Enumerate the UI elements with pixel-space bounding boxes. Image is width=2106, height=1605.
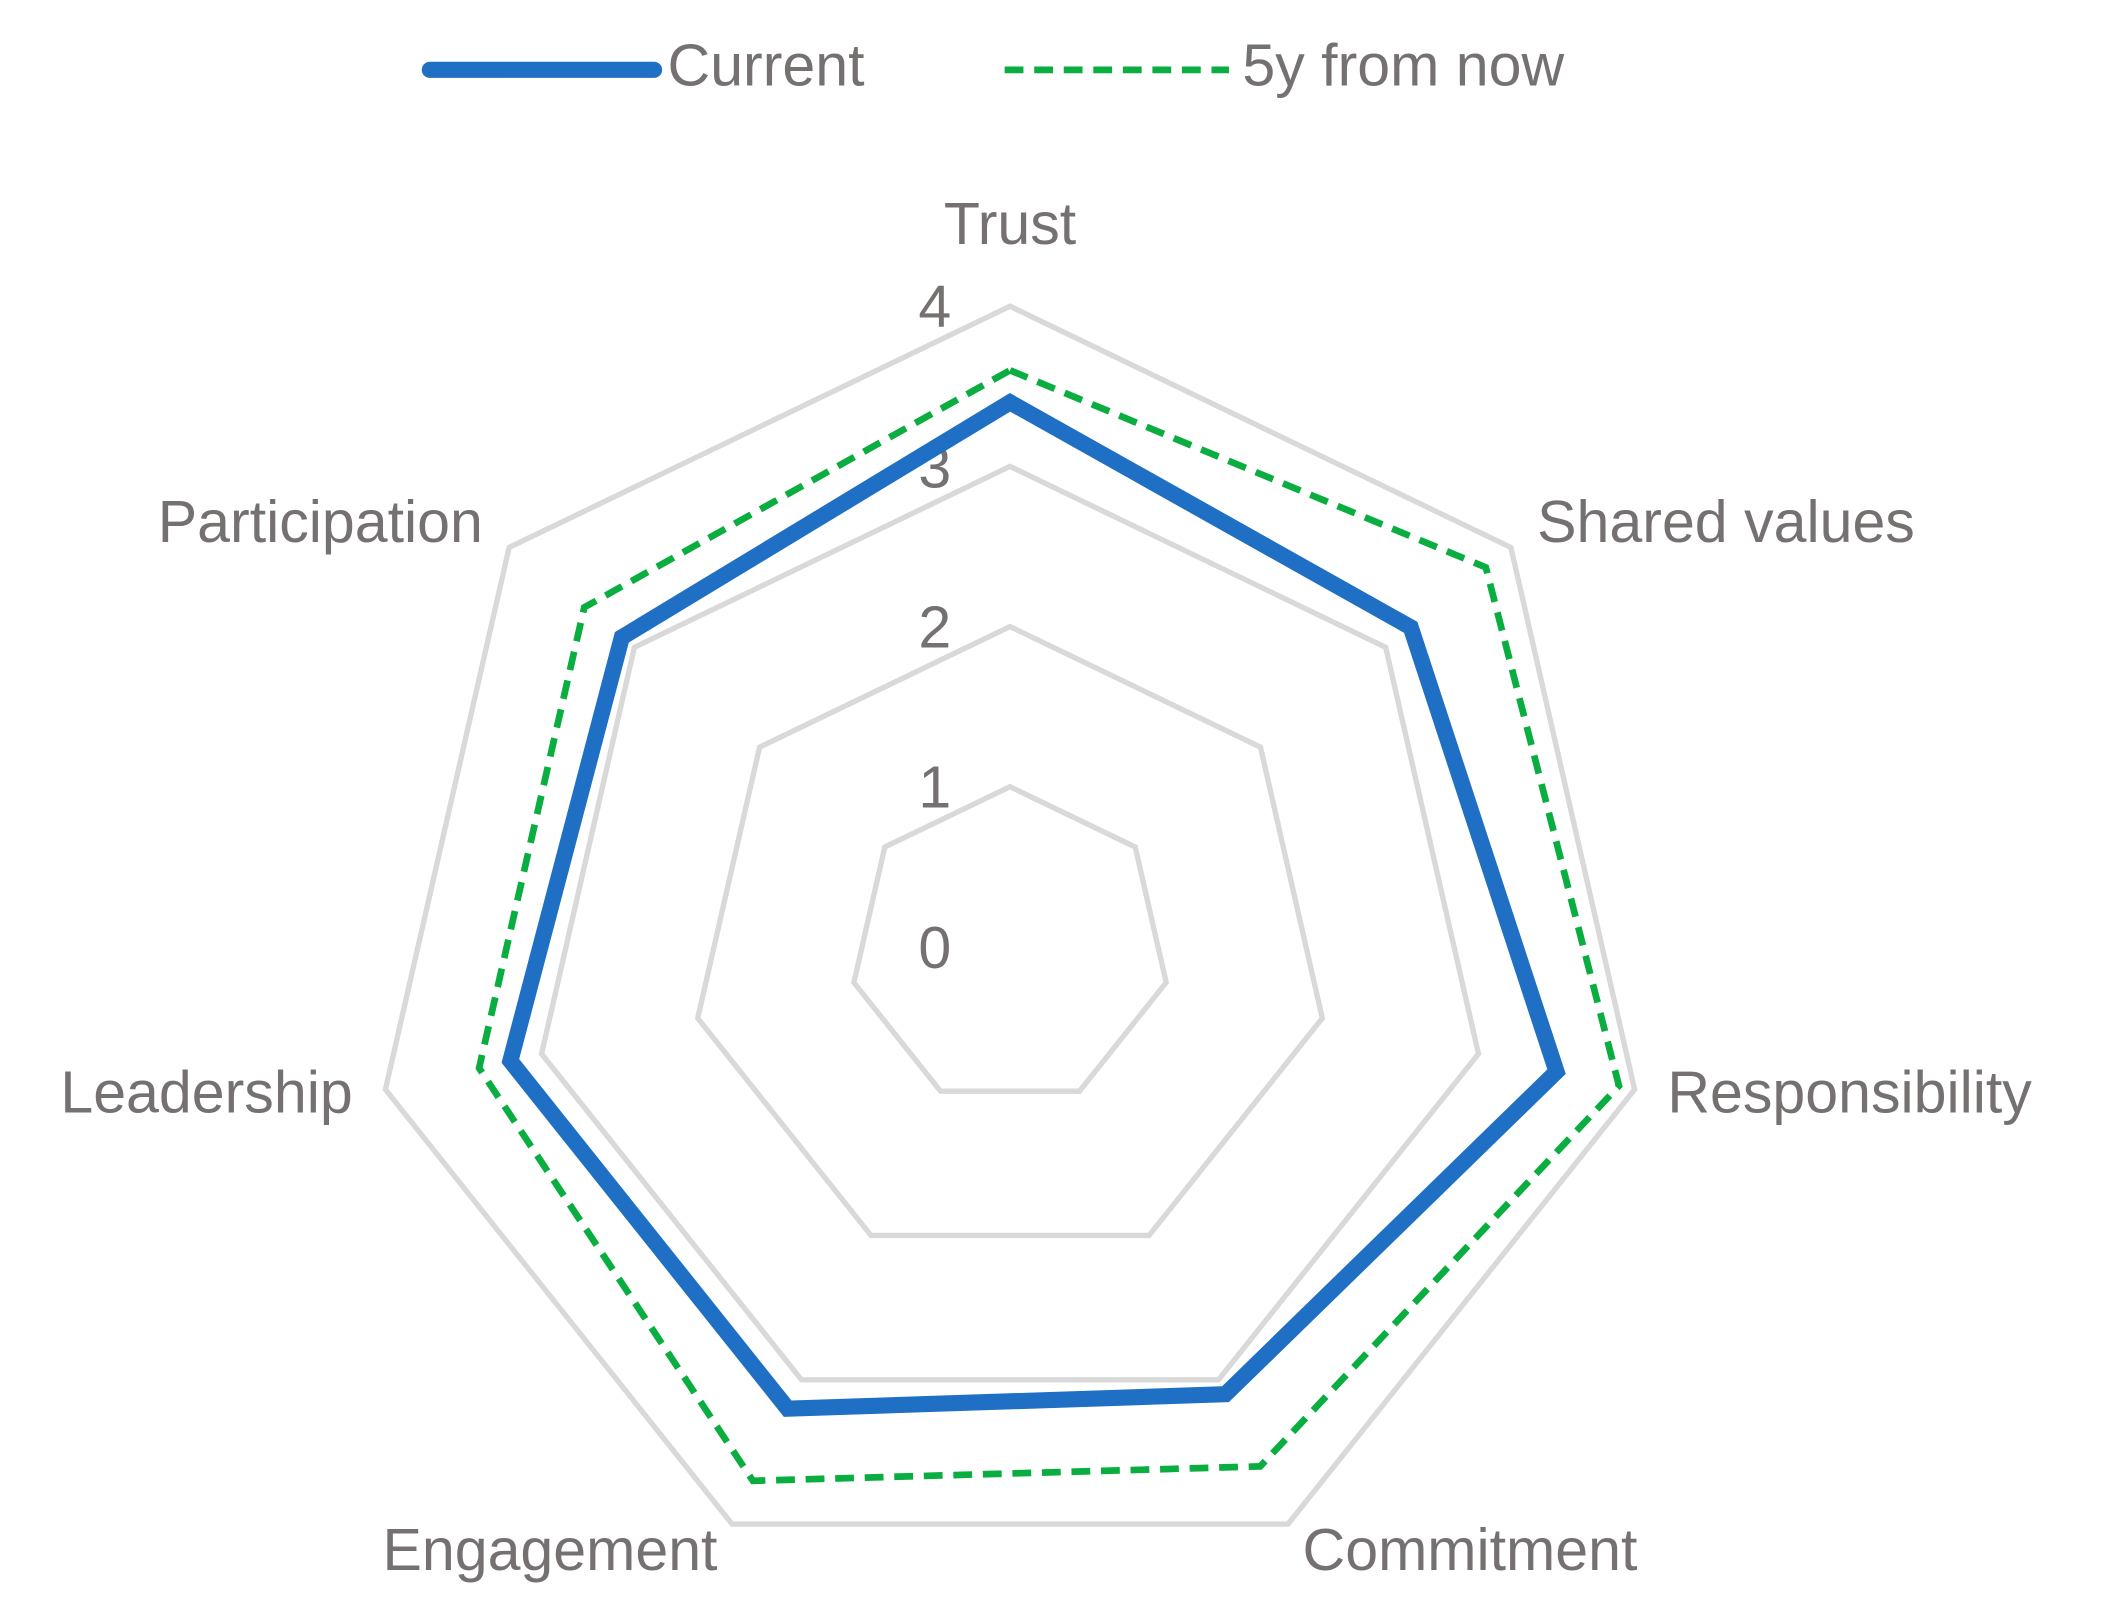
grid-line [850,783,1170,1094]
grid-line [382,303,1638,1527]
legend-label: 5y from now [1242,32,1564,98]
grid-line [694,623,1326,1239]
category-label: Participation [158,489,483,555]
series-line [501,392,1566,1417]
category-label: Leadership [60,1060,352,1126]
r-tick-label: 4 [918,274,951,340]
legend-label: Current [668,32,865,98]
category-label: Shared values [1537,489,1915,555]
r-tick-label: 1 [918,755,951,821]
grid-line [538,463,1482,1383]
series-line [475,366,1623,1485]
r-tick-label: 0 [918,915,951,981]
category-label: Responsibility [1667,1060,2032,1126]
category-label: Trust [944,191,1076,257]
category-label: Commitment [1303,1517,1638,1583]
category-label: Engagement [382,1517,717,1583]
r-tick-label: 2 [918,595,951,661]
